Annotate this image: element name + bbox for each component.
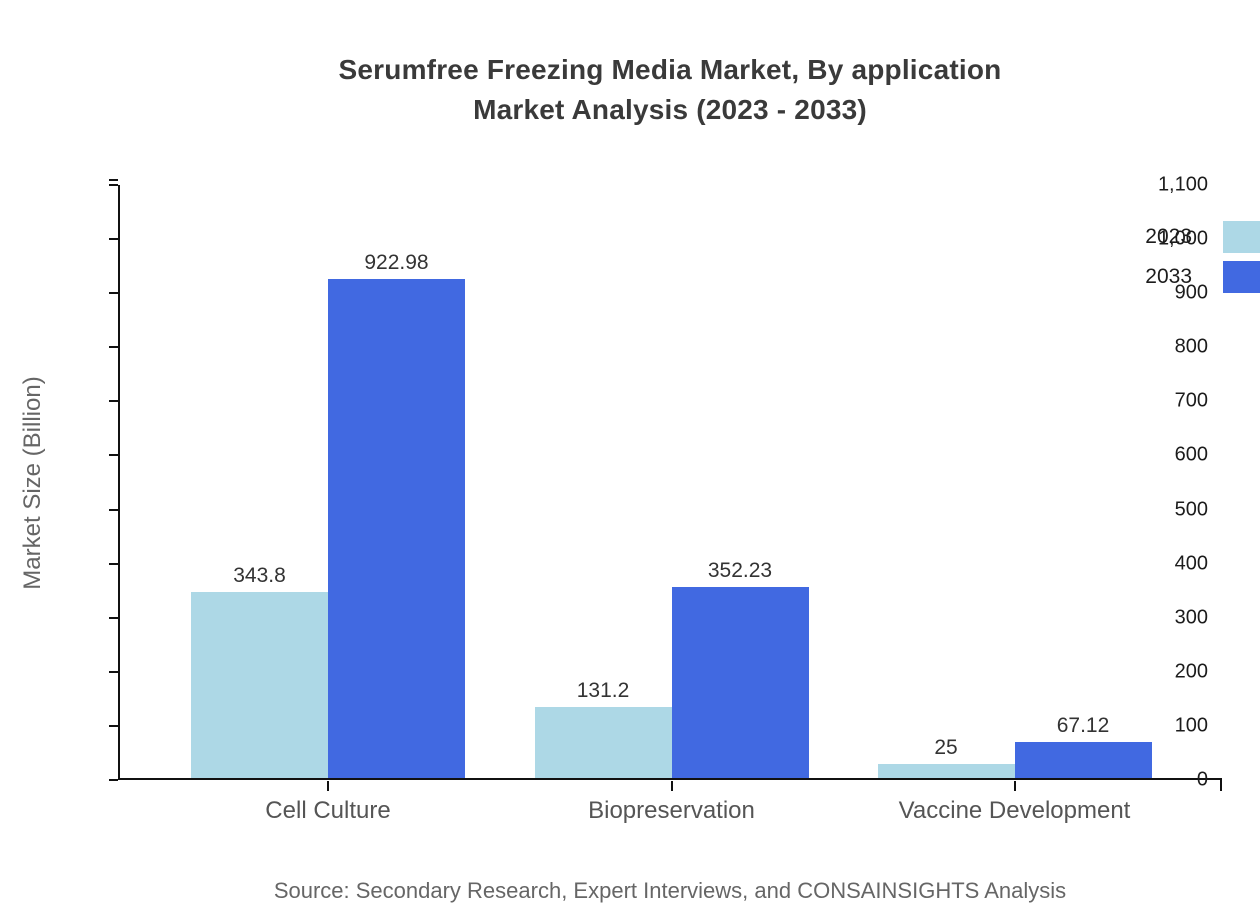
x-category-label: Biopreservation [588,797,755,824]
y-tick-mark [109,508,118,511]
bar-2023-1 [534,707,672,778]
plot-area: 0 100 200 300 400 500 600 700 800 900 1,000 1,100 34… [109,174,1222,824]
y-tick-mark [109,184,118,186]
x-tick-mark [327,781,329,791]
y-tick-mark [109,400,118,403]
y-tick-mark [109,779,118,781]
bar-value-label: 352.23 [707,559,773,583]
y-tick-mark [109,616,118,619]
y-tick-mark [109,346,118,349]
bar-2023-0 [191,592,328,778]
chart-title-line1: Serumfree Freezing Media Market, By appl… [338,54,1002,85]
y-tick-mark [109,238,118,241]
x-tick-mark [670,781,673,791]
y-tick-label: 1,000 [1157,227,1208,250]
y-tick-label: 800 [1174,335,1208,358]
bar-value-label: 343.8 [233,564,286,588]
legend-item-2033: 2033 [0,261,1260,293]
y-tick-mark [109,292,118,295]
legend-label: 2023 [1145,225,1192,248]
y-tick-label: 600 [1174,443,1208,466]
bar-value-label: 25 [934,736,958,760]
y-tick-label: 200 [1174,660,1208,683]
x-category-label: Cell Culture [265,797,391,824]
y-tick-mark [109,454,118,457]
bar-value-label: 131.2 [576,679,630,703]
legend-label: 2033 [1145,265,1192,288]
y-tick-label: 100 [1174,714,1208,737]
y-tick-label: 700 [1174,389,1208,412]
y-tick-mark [109,562,118,565]
legend-item-2023: 2023 [0,221,1260,253]
x-tick-mark [1013,781,1016,791]
y-tick-label: 400 [1174,552,1208,575]
y-tick-label: 300 [1174,606,1208,629]
y-tick-label: 500 [1174,498,1208,521]
y-axis-title: Market Size (Billion) [19,376,46,590]
bar-value-label: 922.98 [364,250,429,274]
x-axis-endcap [1220,780,1222,791]
bar-2033-0 [328,278,465,778]
y-axis-endcap [109,179,118,181]
chart-title-line2: Market Analysis (2023 - 2033) [473,94,867,125]
y-tick-mark [109,724,118,727]
x-category-label: Vaccine Development [898,797,1131,824]
bar-2033-2 [1014,741,1152,778]
bar-2033-1 [671,587,809,778]
chart-title: Serumfree Freezing Media Market, By appl… [118,50,1222,130]
y-tick-label: 1,100 [1157,173,1208,196]
legend-swatch [1223,221,1260,253]
y-tick-label: 900 [1174,281,1208,304]
source-note: Source: Secondary Research, Expert Inter… [273,878,1067,903]
bar-value-label: 67.12 [1056,713,1110,737]
bar-2023-2 [877,764,1015,778]
legend-swatch [1223,261,1260,293]
y-tick-label: 0 [1196,768,1208,791]
y-tick-mark [109,670,118,673]
